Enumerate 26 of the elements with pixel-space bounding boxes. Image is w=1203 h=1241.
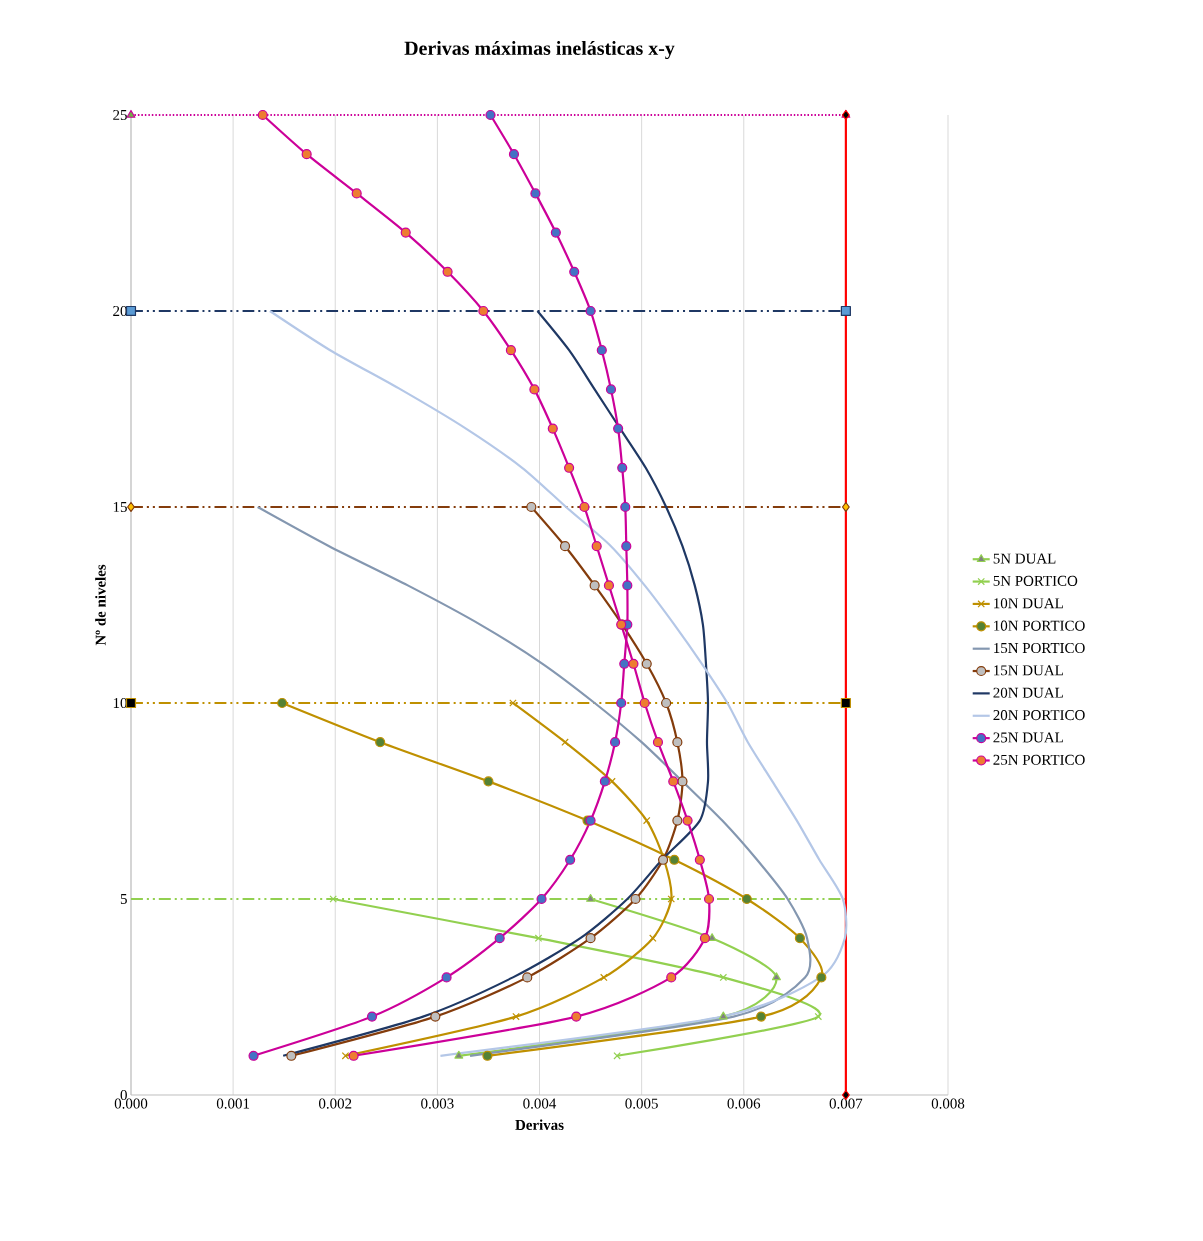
x-tick-label: 0.006 [727, 1098, 761, 1109]
x-tick-label: 0.004 [523, 1098, 557, 1109]
y-tick-label: 25 [113, 109, 127, 120]
x-tick-label: 0.002 [319, 1098, 352, 1109]
x-tick-label: 0.003 [421, 1098, 454, 1109]
legend-label: 25N DUAL [993, 732, 1063, 743]
legend-label: 10N PORTICO [994, 620, 1085, 631]
y-tick-label: 15 [113, 501, 127, 512]
x-tick-label: 0.007 [829, 1098, 863, 1109]
x-tick-label: 0.005 [625, 1098, 658, 1109]
legend-label: 15N DUAL [994, 665, 1063, 676]
chart-title: Derivas máximas inelásticas x-y [404, 40, 675, 60]
legend-label: 15N PORTICO [994, 643, 1085, 654]
legend-label: 20N DUAL [993, 687, 1063, 698]
y-axis-title: Nº de niveles [95, 564, 106, 646]
x-tick-label: 0.000 [114, 1098, 148, 1109]
x-axis-title: Derivas [515, 1119, 564, 1130]
legend-label: 5N PORTICO [993, 575, 1078, 586]
legend-label: 5N DUAL [993, 553, 1056, 564]
x-tick-label: 0.001 [216, 1098, 250, 1109]
y-tick-label: 0 [120, 1089, 127, 1101]
legend-label: 20N PORTICO [993, 710, 1085, 721]
y-tick-label: 5 [120, 894, 127, 904]
x-tick-label: 0.008 [931, 1098, 965, 1109]
legend-label: 10N DUAL [994, 598, 1063, 609]
legend-label: 25N PORTICO [993, 754, 1085, 765]
